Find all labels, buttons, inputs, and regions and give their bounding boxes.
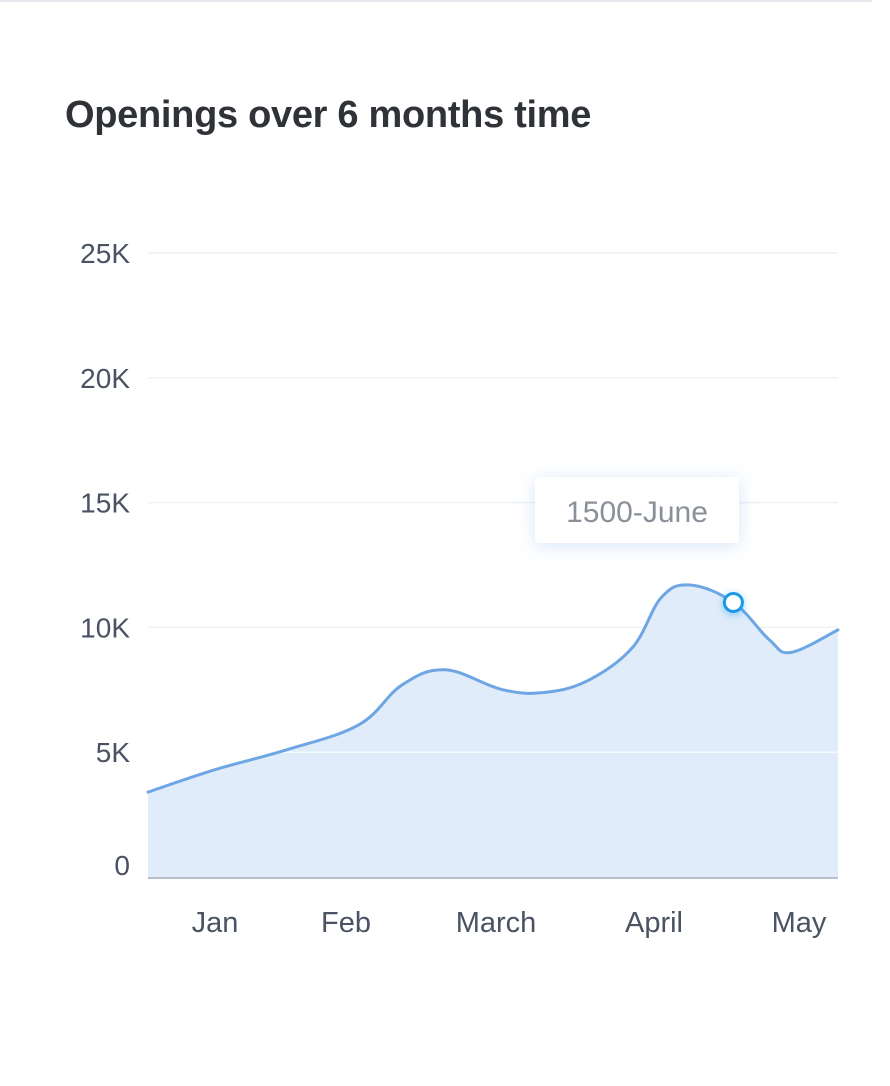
x-axis: Jan Feb March April May	[192, 907, 827, 939]
tooltip-marker[interactable]	[722, 591, 744, 613]
y-tick-label: 5K	[96, 737, 131, 768]
y-tick-label: 25K	[80, 238, 130, 269]
y-tick-label: 15K	[80, 488, 130, 519]
y-tick-label: 20K	[80, 363, 130, 394]
chart-title: Openings over 6 months time	[65, 94, 592, 136]
x-tick-label: May	[772, 907, 827, 939]
x-tick-label: March	[456, 907, 537, 939]
x-tick-label: Feb	[321, 907, 371, 939]
x-tick-label: Jan	[192, 907, 239, 939]
tooltip: 1500-June	[535, 477, 744, 613]
tooltip-box	[535, 477, 739, 543]
y-tick-label: 10K	[80, 612, 130, 643]
x-tick-label: April	[625, 907, 683, 939]
tooltip-label: 1500-June	[566, 496, 708, 529]
series-openings	[146, 583, 840, 879]
top-divider	[0, 0, 872, 2]
series-line	[146, 583, 840, 794]
y-axis: 25K 20K 15K 10K 5K 0	[80, 238, 130, 881]
y-tick-label: 0	[114, 850, 130, 881]
series-area	[148, 584, 838, 877]
